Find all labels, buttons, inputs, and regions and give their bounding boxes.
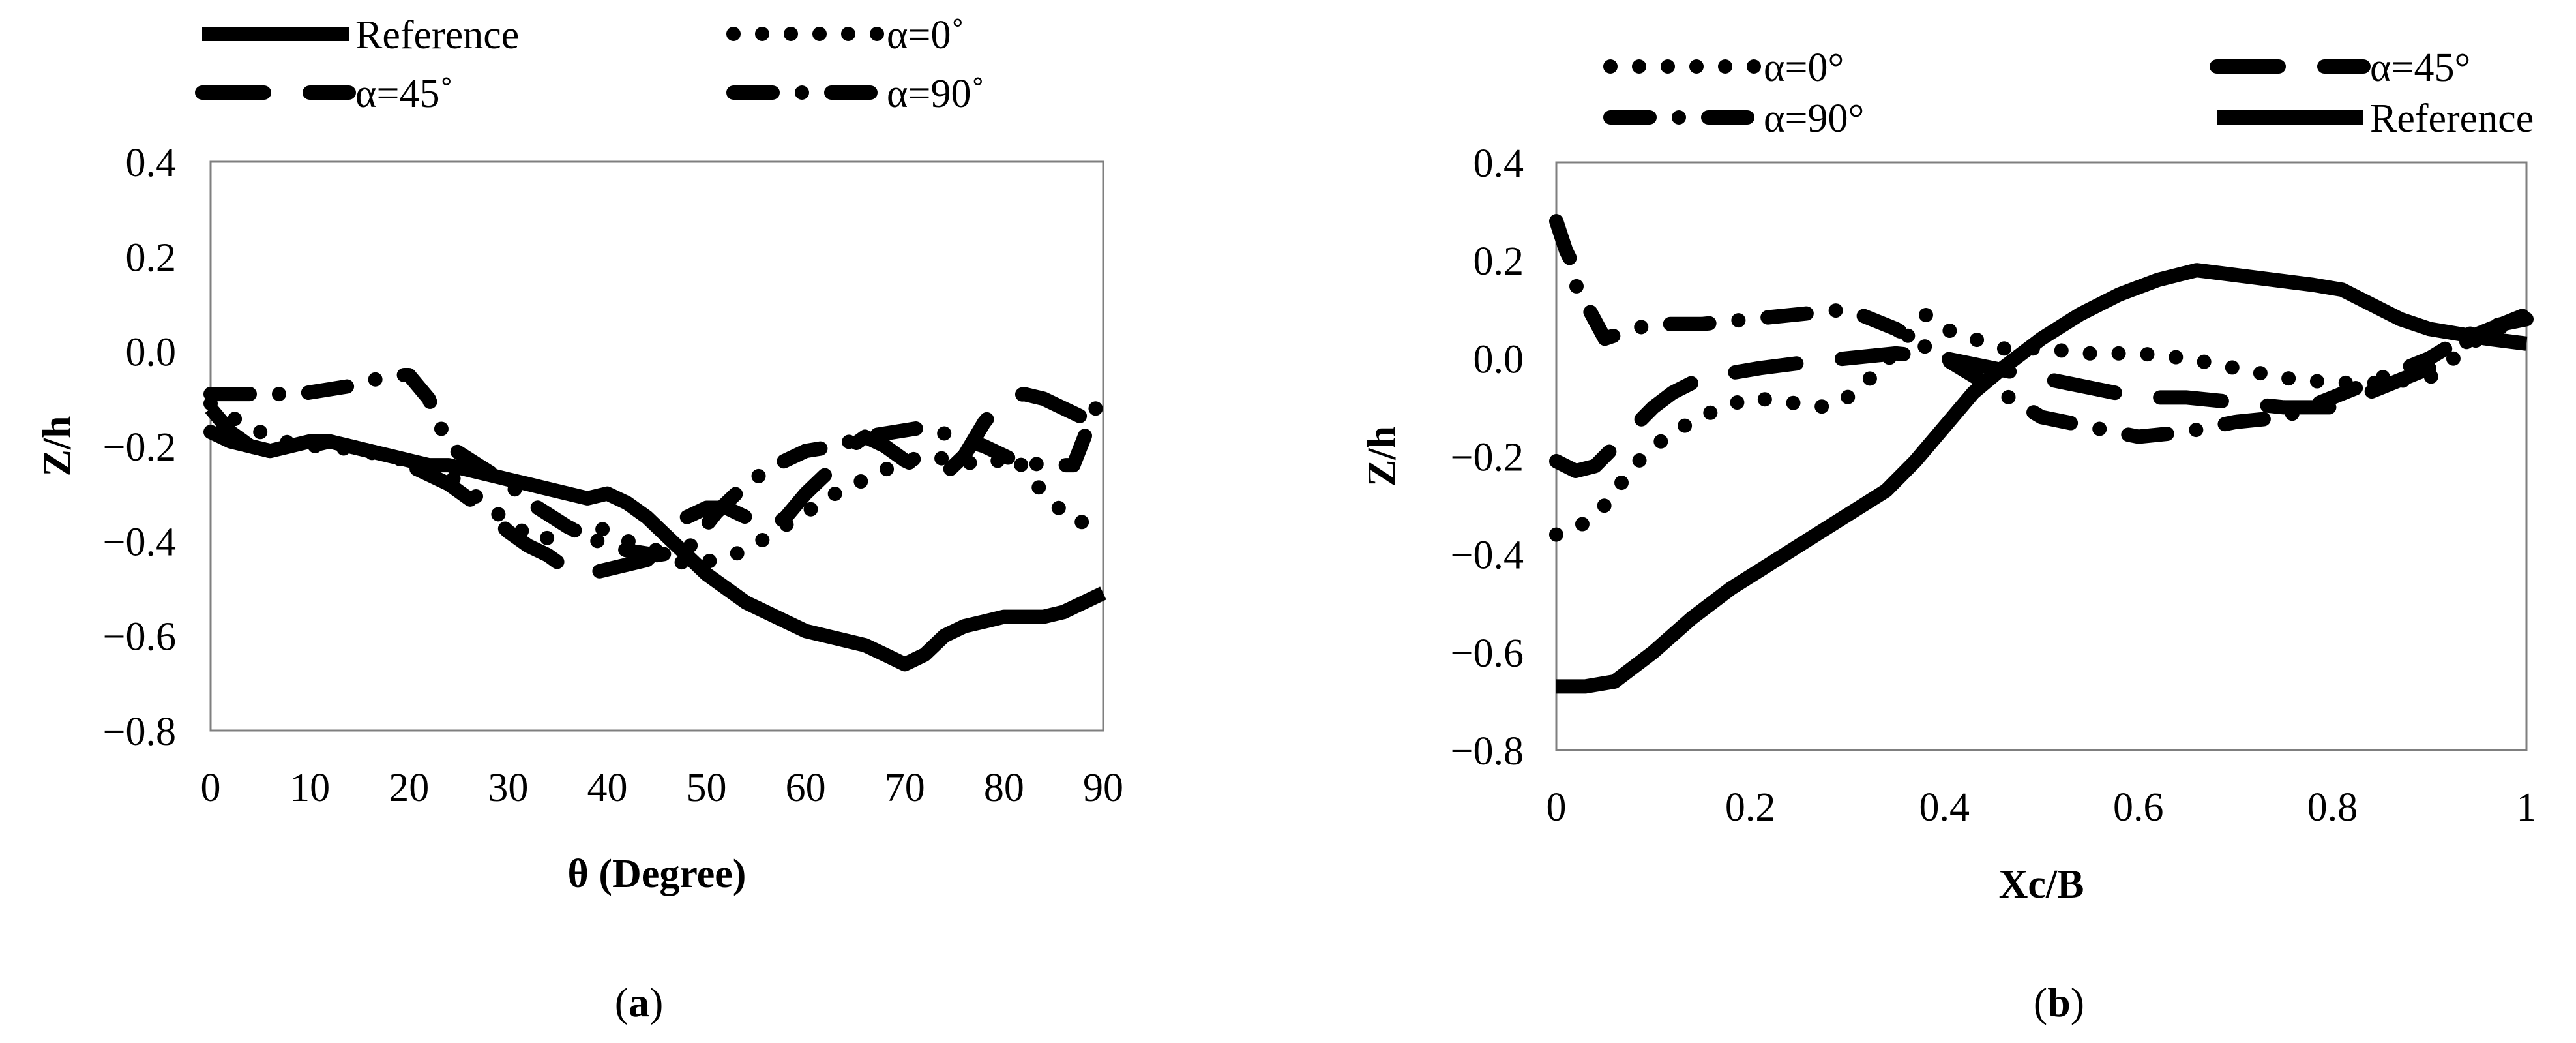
- legend-label: α=45°: [2370, 46, 2470, 90]
- y-tick-label: 0.0: [1473, 337, 1524, 382]
- y-tick-label: −0.8: [103, 710, 176, 754]
- series-line-solid: [1556, 263, 2528, 694]
- x-tick-label: 0.4: [1919, 785, 1970, 830]
- x-tick-label: 0.8: [2307, 785, 2358, 830]
- plot-area-a: [209, 160, 1104, 732]
- x-tick-label: 50: [687, 766, 727, 810]
- chart-panel-a: 0 10 20 30 40 50 60 70 80 90 0.4 0.2 0.0 −0.2 −0.4 −0.6…: [35, 13, 1123, 896]
- series-line-dash-dot: [203, 368, 1110, 563]
- y-tick-label: −0.4: [103, 520, 176, 564]
- x-tick-label: 10: [289, 766, 330, 810]
- legend-label: α=90˚: [887, 72, 985, 116]
- y-tick-label: 0.4: [126, 141, 177, 185]
- y-tick-label: −0.8: [1451, 729, 1524, 774]
- x-axis-label: θ (Degree): [568, 852, 747, 896]
- y-axis-label: Z/h: [1360, 426, 1404, 487]
- chart-panel-b: 0 0.2 0.4 0.6 0.8 1 0.4 0.2 0.0 −0.2 −0.4 −0.6 −0.8 X…: [1360, 46, 2537, 907]
- y-tick-label: −0.4: [1451, 534, 1524, 578]
- legend-label: Reference: [355, 13, 519, 57]
- y-tick-label: −0.2: [1451, 436, 1524, 480]
- x-tick-label: 80: [984, 766, 1024, 810]
- legend-label: α=0˚: [887, 13, 964, 57]
- x-tick-label: 0.6: [2113, 785, 2164, 830]
- y-tick-label: −0.2: [103, 425, 176, 470]
- series-line-dash-dot: [1549, 214, 2534, 444]
- x-axis-label: Xc/B: [1999, 862, 2084, 907]
- y-tick-label: 0.4: [1473, 142, 1524, 186]
- caption-b: (b): [2034, 979, 2084, 1025]
- y-tick-label: 0.2: [126, 235, 177, 280]
- legend-label: α=90°: [1764, 97, 1864, 141]
- caption-a: (a): [615, 979, 664, 1025]
- y-tick-label: 0.0: [126, 331, 177, 375]
- x-tick-label: 90: [1083, 766, 1123, 810]
- y-tick-label: 0.2: [1473, 239, 1524, 284]
- x-tick-label: 0: [1547, 785, 1567, 830]
- x-tick-label: 40: [587, 766, 627, 810]
- legend-label: Reference: [2370, 97, 2534, 141]
- x-tick-label: 20: [389, 766, 429, 810]
- x-tick-label: 60: [786, 766, 826, 810]
- y-axis-label: Z/h: [35, 416, 80, 476]
- x-tick-label: 30: [488, 766, 528, 810]
- y-tick-label: −0.6: [103, 615, 176, 659]
- x-tick-label: 0.2: [1725, 785, 1776, 830]
- y-tick-label: −0.6: [1451, 631, 1524, 676]
- legend-label: α=45˚: [355, 72, 453, 116]
- x-tick-label: 1: [2517, 785, 2537, 830]
- x-tick-label: 0: [201, 766, 221, 810]
- x-tick-label: 70: [885, 766, 925, 810]
- legend-label: α=0°: [1764, 46, 1844, 90]
